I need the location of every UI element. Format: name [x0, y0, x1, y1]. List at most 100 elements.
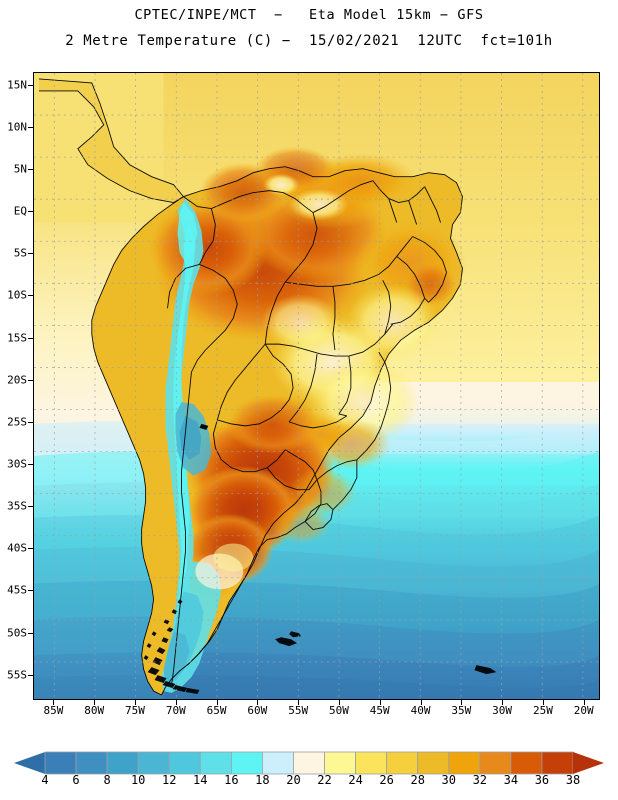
- colorbar-tick-34: 34: [503, 773, 519, 787]
- colorbar-extend-low: [14, 752, 45, 774]
- colorbar-tick-28: 28: [410, 773, 425, 787]
- y-axis-label-10s: 10S: [7, 288, 27, 302]
- y-axis-tick: [28, 84, 33, 86]
- colorbar-band: [230, 751, 263, 775]
- x-axis-tick: [461, 700, 463, 705]
- y-axis-label-10n: 10N: [7, 120, 27, 134]
- y-axis-tick: [28, 674, 33, 676]
- colorbar-band: [324, 751, 356, 775]
- colorbar-band: [386, 751, 419, 775]
- axes: 15N 10N 5N EQ 5S 10S 15S 20S 25S 30S 35S 40S 45S 50S 5…: [7, 78, 594, 717]
- colorbar-band: [355, 751, 388, 775]
- x-axis-label-75w: 75W: [125, 704, 145, 717]
- colorbar-tick-32: 32: [472, 773, 488, 787]
- y-axis-tick: [28, 548, 33, 550]
- temperature-field: [34, 73, 599, 699]
- colorbar: 4 6 8 10 12 14 16 18 20 22 24 26 28 30 32 34 36 38: [0, 750, 618, 800]
- y-axis-label-20s: 20S: [7, 373, 27, 387]
- y-axis-tick: [28, 421, 33, 423]
- colorbar-band: [106, 751, 139, 775]
- colorbar-band: [44, 751, 77, 775]
- x-axis-tick: [216, 700, 218, 705]
- x-axis-tick: [298, 700, 300, 705]
- x-axis-label-55w: 55W: [288, 704, 309, 717]
- colorbar-band: [262, 751, 294, 775]
- chart-title-line1: CPTEC/INPE/MCT − Eta Model 15km − GFS: [134, 7, 484, 23]
- colorbar-band: [417, 751, 450, 775]
- colorbar-extend-high: [573, 752, 604, 774]
- y-axis-tick: [28, 126, 33, 128]
- y-axis-tick: [28, 590, 33, 592]
- colorbar-band: [168, 751, 201, 775]
- y-axis-tick: [28, 211, 33, 213]
- x-axis-tick: [420, 700, 422, 705]
- x-axis-label-20w: 20W: [573, 704, 594, 717]
- x-axis-tick: [134, 700, 136, 705]
- y-axis-label-50s: 50S: [7, 626, 27, 640]
- y-axis-label-15s: 15S: [7, 331, 27, 345]
- x-axis-tick: [257, 700, 259, 705]
- x-axis-tick: [379, 700, 381, 705]
- map-plot-area: [33, 72, 600, 700]
- y-axis-tick: [28, 632, 33, 634]
- y-axis-tick: [28, 253, 33, 255]
- colorbar-band: [75, 751, 108, 775]
- x-axis-label-70w: 70W: [165, 704, 186, 717]
- x-axis-tick: [502, 700, 504, 705]
- x-axis-tick: [175, 700, 177, 705]
- colorbar-tick-4: 4: [41, 773, 49, 787]
- colorbar-tick-26: 26: [379, 773, 394, 787]
- y-axis-tick: [28, 379, 33, 381]
- x-axis-label-85w: 85W: [43, 704, 64, 717]
- x-axis-label-80w: 80W: [84, 704, 105, 717]
- x-axis-label-65w: 65W: [206, 704, 227, 717]
- colorbar-band: [510, 751, 543, 775]
- y-axis-label-25s: 25S: [7, 415, 27, 429]
- colorbar-tick-12: 12: [162, 773, 177, 787]
- colorbar-swatches: [14, 751, 604, 775]
- y-axis-label-eq: EQ: [13, 204, 27, 218]
- x-axis-tick: [338, 700, 340, 705]
- y-axis-label-55s: 55S: [7, 668, 27, 682]
- y-axis-label-30s: 30S: [7, 457, 27, 471]
- colorbar-band: [541, 751, 574, 775]
- colorbar-tick-14: 14: [193, 773, 208, 787]
- colorbar-tick-20: 20: [286, 773, 301, 787]
- colorbar-tick-22: 22: [317, 773, 332, 787]
- colorbar-tick-8: 8: [103, 773, 111, 787]
- y-axis-label-15n: 15N: [7, 78, 27, 92]
- y-axis-tick: [28, 463, 33, 465]
- colorbar-tick-36: 36: [534, 773, 550, 787]
- colorbar-band: [293, 751, 325, 775]
- colorbar-tick-18: 18: [255, 773, 270, 787]
- x-axis-tick: [94, 700, 96, 705]
- x-axis-tick: [583, 700, 585, 705]
- colorbar-tick-24: 24: [348, 773, 363, 787]
- y-axis-label-35s: 35S: [7, 499, 27, 513]
- y-axis-tick: [28, 168, 33, 170]
- y-axis-label-5s: 5S: [13, 246, 27, 260]
- colorbar-band: [199, 751, 232, 775]
- y-axis-tick: [28, 506, 33, 508]
- y-axis-tick: [28, 295, 33, 297]
- y-axis-label-45s: 45S: [7, 583, 27, 597]
- colorbar-band: [479, 751, 512, 775]
- colorbar-tick-30: 30: [441, 773, 456, 787]
- x-axis-label-30w: 30W: [492, 704, 513, 717]
- colorbar-tick-10: 10: [130, 773, 146, 787]
- x-axis-tick: [542, 700, 544, 705]
- y-axis-label-5n: 5N: [13, 162, 27, 176]
- y-axis-tick: [28, 337, 33, 339]
- chart-title-line2: 2 Metre Temperature (C) − 15/02/2021 12U…: [65, 33, 553, 49]
- colorbar-tick-6: 6: [72, 773, 80, 787]
- colorbar-tick-38: 38: [565, 773, 581, 787]
- colorbar-tick-16: 16: [224, 773, 239, 787]
- x-axis-label-35w: 35W: [451, 704, 472, 717]
- x-axis-label-40w: 40W: [410, 704, 431, 717]
- y-axis-label-40s: 40S: [7, 541, 27, 555]
- colorbar-band: [137, 751, 170, 775]
- x-axis-label-50w: 50W: [328, 704, 349, 717]
- colorbar-band: [448, 751, 481, 775]
- x-axis-tick: [53, 700, 55, 705]
